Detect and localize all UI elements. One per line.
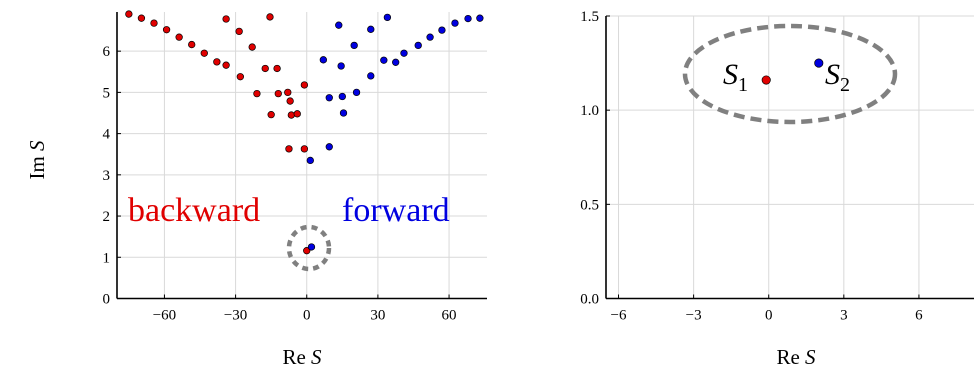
left-point-forward bbox=[338, 92, 346, 101]
s1-label: S1 bbox=[723, 58, 748, 96]
left-point-backward bbox=[293, 110, 301, 118]
left-point-backward bbox=[213, 58, 221, 66]
left-point-forward bbox=[325, 94, 333, 102]
left-x-tick-label: 0 bbox=[303, 308, 311, 324]
left-point-forward bbox=[426, 33, 434, 41]
right-y-tick-label: 1.5 bbox=[580, 9, 599, 25]
right-points bbox=[761, 58, 824, 85]
left-point-forward bbox=[367, 25, 375, 33]
left-y-tick-label: 0 bbox=[103, 292, 111, 308]
left-point-backward bbox=[300, 145, 309, 153]
left-point-backward bbox=[266, 13, 274, 21]
left-point-forward bbox=[352, 88, 361, 97]
left-x-tick-label: −30 bbox=[224, 308, 247, 324]
right-y-tick-label: 0.5 bbox=[580, 197, 599, 213]
left-y-tick-label: 6 bbox=[103, 44, 111, 60]
left-point-forward bbox=[307, 243, 316, 251]
left-ticks: −60 −30 0 30 60 0 1 2 3 4 5 6 bbox=[103, 44, 457, 323]
left-point-backward bbox=[300, 81, 309, 89]
left-point-backward bbox=[273, 64, 281, 73]
y-axis-label: Im S bbox=[25, 140, 49, 180]
left-point-forward bbox=[400, 49, 408, 57]
left-point-backward bbox=[222, 15, 230, 23]
s2-label: S2 bbox=[825, 58, 850, 96]
left-point-forward bbox=[367, 72, 375, 80]
left-point-backward bbox=[222, 61, 230, 69]
right-highlight-ellipse bbox=[682, 23, 898, 125]
left-highlight-circle bbox=[286, 224, 332, 272]
right-panel: −6 −3 0 3 6 0.0 0.5 1.0 1.5 S1 S2 Re S bbox=[580, 9, 974, 369]
left-point-backward bbox=[188, 40, 196, 49]
right-ticks: −6 −3 0 3 6 0.0 0.5 1.0 1.5 bbox=[580, 9, 923, 324]
right-x-tick-label: 3 bbox=[840, 308, 848, 324]
left-point-forward bbox=[380, 56, 388, 64]
backward-label: backward bbox=[128, 192, 260, 229]
left-y-tick-label: 1 bbox=[103, 250, 111, 266]
left-point-backward bbox=[261, 64, 269, 73]
left-panel: −60 −30 0 30 60 0 1 2 3 4 5 6 backward forward Re S… bbox=[25, 10, 487, 369]
left-x-axis-label: Re S bbox=[282, 345, 322, 369]
left-x-tick-label: −60 bbox=[153, 308, 176, 324]
left-point-forward bbox=[438, 26, 446, 34]
left-point-forward bbox=[476, 14, 484, 22]
left-point-backward bbox=[236, 73, 244, 81]
right-y-tick-label: 0.0 bbox=[580, 292, 599, 308]
left-x-tick-label: 60 bbox=[442, 308, 457, 324]
left-point-forward bbox=[350, 41, 358, 50]
right-y-tick-label: 1.0 bbox=[580, 103, 599, 119]
left-point-backward bbox=[286, 97, 294, 105]
left-point-backward bbox=[285, 145, 293, 153]
left-point-backward bbox=[287, 111, 295, 119]
left-point-backward bbox=[200, 49, 208, 57]
left-point-backward bbox=[125, 10, 133, 18]
left-point-backward bbox=[267, 110, 275, 119]
left-point-backward bbox=[248, 43, 256, 51]
right-grid bbox=[606, 15, 974, 299]
left-point-forward bbox=[306, 156, 314, 165]
left-point-forward bbox=[464, 14, 472, 23]
right-point-s2 bbox=[814, 58, 824, 68]
left-point-backward bbox=[235, 27, 243, 36]
left-point-backward bbox=[274, 89, 282, 98]
right-x-tick-label: −6 bbox=[611, 308, 627, 324]
left-y-tick-label: 4 bbox=[103, 127, 111, 143]
forward-label: forward bbox=[342, 192, 450, 229]
left-points bbox=[125, 10, 484, 255]
left-y-tick-label: 3 bbox=[103, 168, 111, 184]
left-point-forward bbox=[392, 58, 400, 66]
right-x-axis-label: Re S bbox=[776, 345, 816, 369]
left-point-forward bbox=[339, 109, 348, 117]
right-x-tick-label: 0 bbox=[765, 308, 773, 324]
left-point-forward bbox=[335, 21, 343, 29]
right-x-tick-label: −3 bbox=[686, 308, 702, 324]
right-point-s1 bbox=[761, 75, 771, 85]
left-grid bbox=[117, 12, 487, 299]
left-point-forward bbox=[337, 62, 345, 70]
right-x-tick-label: 6 bbox=[915, 308, 923, 324]
left-point-forward bbox=[383, 13, 392, 22]
left-point-forward bbox=[414, 41, 422, 50]
left-point-backward bbox=[150, 19, 158, 27]
left-point-forward bbox=[319, 56, 327, 64]
left-point-backward bbox=[175, 33, 183, 41]
left-x-tick-label: 30 bbox=[370, 308, 385, 324]
left-y-tick-label: 5 bbox=[103, 85, 111, 101]
left-point-backward bbox=[137, 14, 146, 22]
left-point-forward bbox=[325, 143, 333, 151]
left-point-backward bbox=[253, 89, 261, 98]
left-point-backward bbox=[284, 88, 292, 97]
left-y-tick-label: 2 bbox=[103, 209, 111, 225]
left-point-backward bbox=[303, 247, 311, 255]
left-point-forward bbox=[451, 19, 459, 27]
left-point-backward bbox=[162, 26, 171, 34]
